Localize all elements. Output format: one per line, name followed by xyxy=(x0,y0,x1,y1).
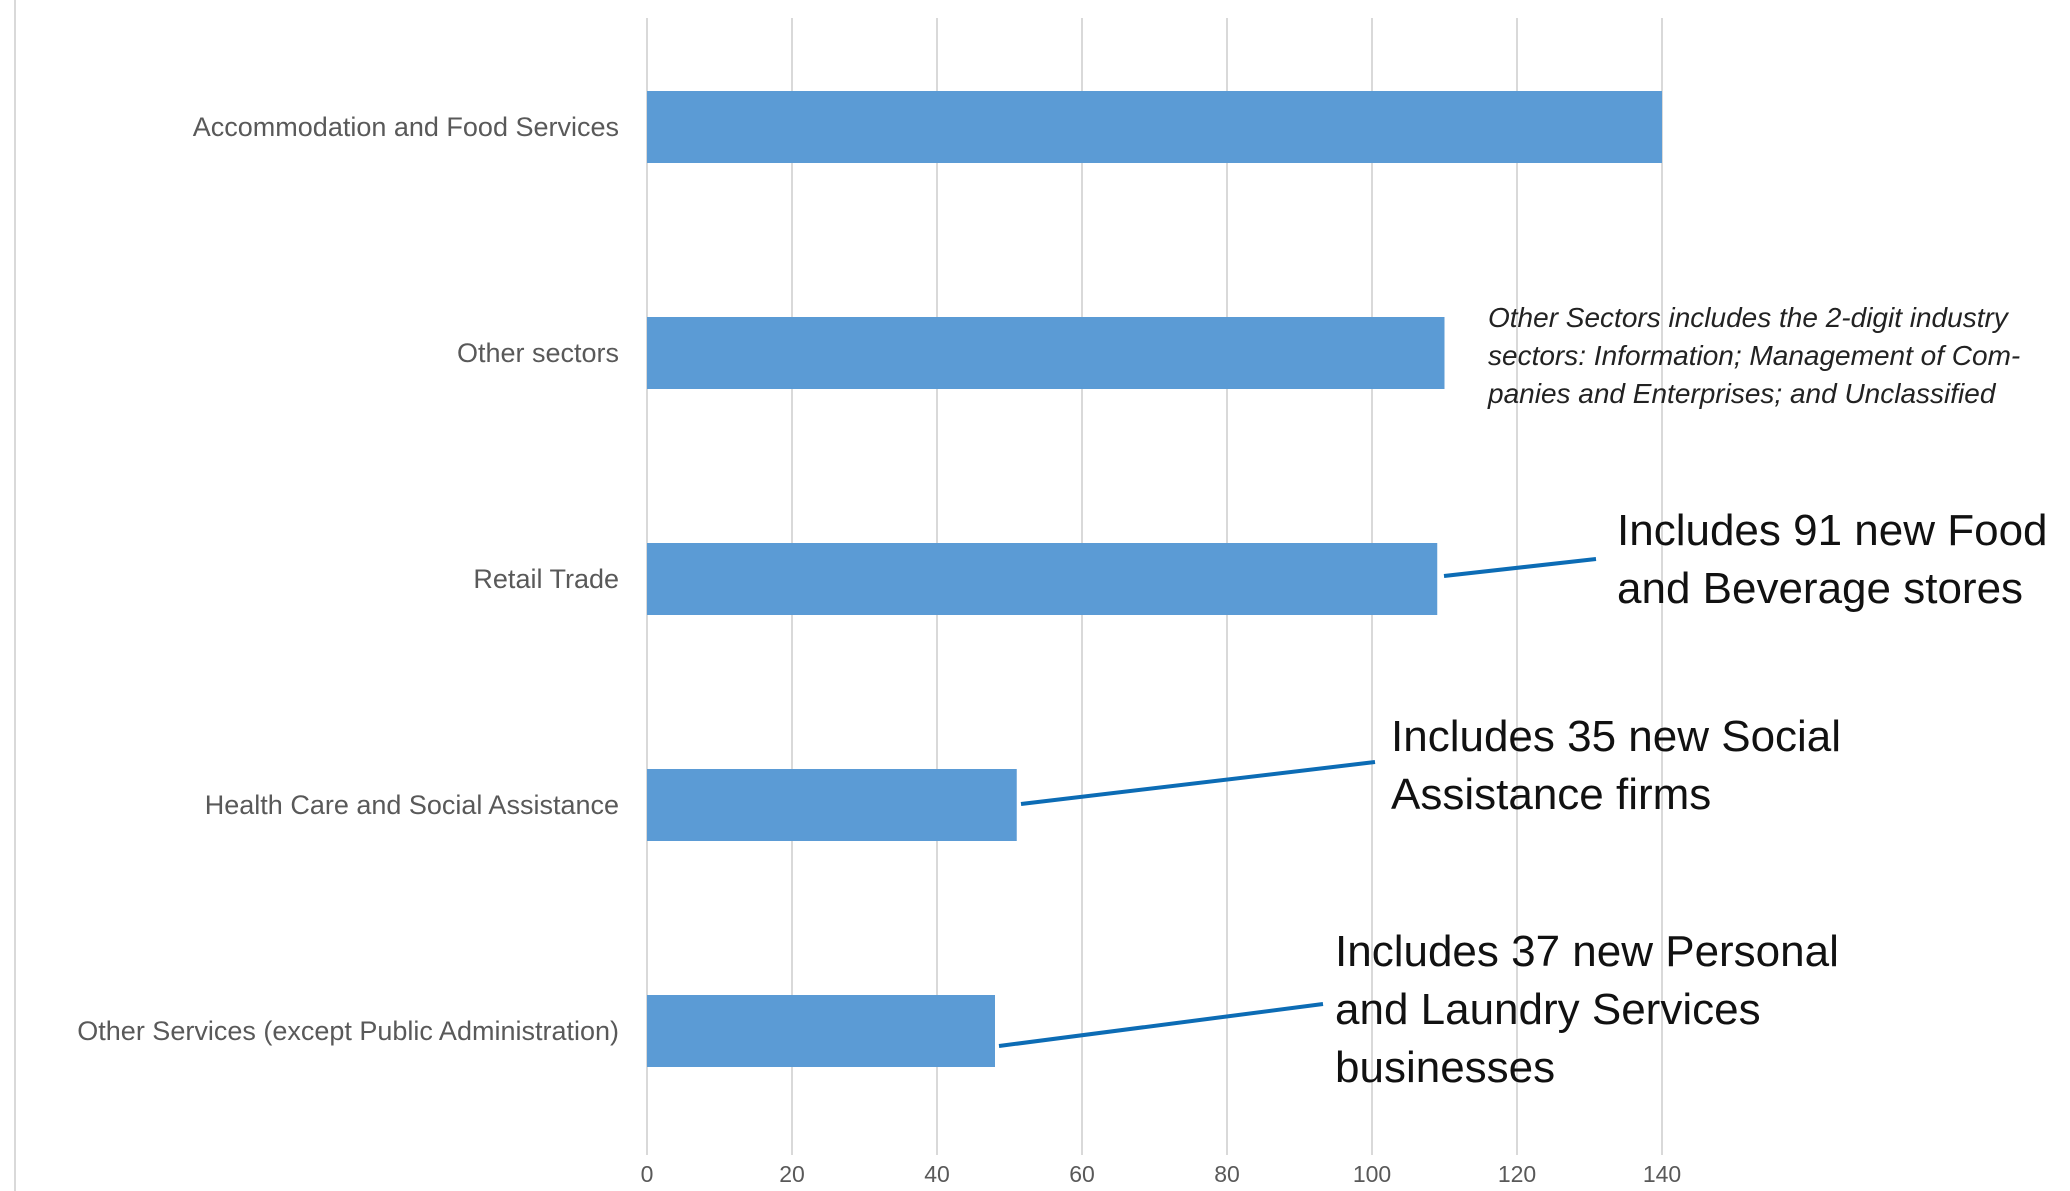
other-sectors-note-line: panies and Enterprises; and Unclassified xyxy=(1487,378,1997,409)
health-callout-line: Assistance firms xyxy=(1391,770,1711,819)
health-leader-line xyxy=(1020,760,1376,806)
retail-leader-line xyxy=(1443,557,1597,578)
bar xyxy=(647,91,1662,163)
services-leader-line xyxy=(998,1002,1324,1048)
x-tick-label: 80 xyxy=(1214,1161,1240,1187)
health-callout: Includes 35 new Social Assistance firms xyxy=(1391,712,1841,819)
category-label: Accommodation and Food Services xyxy=(193,112,619,142)
services-callout-line: businesses xyxy=(1335,1043,1555,1092)
retail-callout-line: Includes 91 new Food xyxy=(1617,506,2048,555)
category-label: Health Care and Social Assistance xyxy=(205,790,619,820)
services-callout-line: and Laundry Services xyxy=(1335,985,1761,1034)
x-tick-label: 40 xyxy=(924,1161,950,1187)
other-sectors-note-line: Other Sectors includes the 2-digit indus… xyxy=(1488,302,2010,333)
x-tick-label: 0 xyxy=(641,1161,654,1187)
category-labels: Accommodation and Food Services Other sec… xyxy=(77,112,619,1046)
other-sectors-note-line: sectors: Information; Management of Com- xyxy=(1488,340,2020,371)
x-tick-label: 140 xyxy=(1643,1161,1681,1187)
other-sectors-note: Other Sectors includes the 2-digit indus… xyxy=(1487,302,2020,409)
x-tick-label: 100 xyxy=(1353,1161,1391,1187)
services-callout: Includes 37 new Personal and Laundry Serv… xyxy=(1335,927,1839,1092)
category-label: Retail Trade xyxy=(473,564,619,594)
x-axis-ticks: 0 20 40 60 80 100 120 140 xyxy=(641,1161,1682,1187)
retail-callout-line: and Beverage stores xyxy=(1617,564,2023,613)
x-tick-label: 20 xyxy=(779,1161,805,1187)
bars xyxy=(647,91,1662,1067)
retail-callout: Includes 91 new Food and Beverage stores xyxy=(1617,506,2048,613)
services-callout-line: Includes 37 new Personal xyxy=(1335,927,1839,976)
health-callout-line: Includes 35 new Social xyxy=(1391,712,1841,761)
category-label: Other sectors xyxy=(457,338,619,368)
annotation-leaders xyxy=(998,557,1597,1048)
bar xyxy=(647,769,1017,841)
annotations: Other Sectors includes the 2-digit indus… xyxy=(1335,302,2048,1092)
bar xyxy=(647,543,1438,615)
bar xyxy=(647,995,995,1067)
bar xyxy=(647,317,1445,389)
x-tick-label: 120 xyxy=(1498,1161,1536,1187)
x-tick-label: 60 xyxy=(1069,1161,1095,1187)
category-label: Other Services (except Public Administra… xyxy=(77,1016,619,1046)
